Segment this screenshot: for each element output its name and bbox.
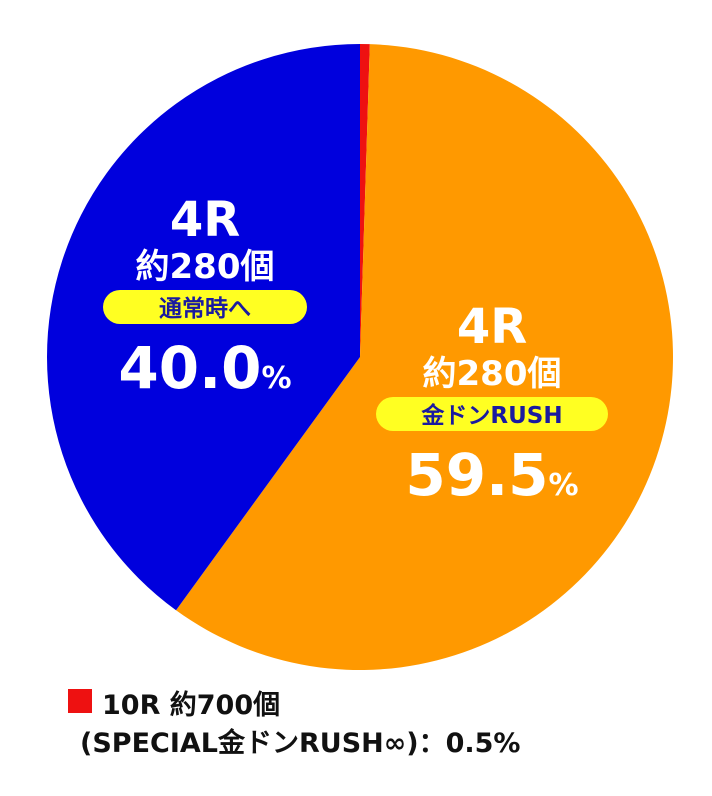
- slice-value-label: 59.5%: [405, 441, 578, 509]
- slice-badge-label: 通常時へ: [159, 296, 251, 322]
- slice-count: 約280個: [136, 247, 275, 287]
- slice-badge: [376, 397, 608, 431]
- slice-value-label: 40.0%: [118, 334, 291, 402]
- legend-line: 10R 約700個: [102, 689, 280, 721]
- slice-badge: [103, 290, 307, 324]
- pie-slice: [360, 44, 370, 357]
- slice-round: 4R: [457, 299, 527, 355]
- pie-slice: [47, 44, 361, 611]
- slice-count: 約280個: [423, 354, 562, 394]
- slice-badge-label: 金ドンRUSH: [420, 402, 562, 429]
- legend-swatch: [68, 689, 92, 713]
- pie-slice: [176, 44, 674, 671]
- slice-round: 4R: [170, 192, 240, 248]
- legend-line: (SPECIAL金ドンRUSH∞)：0.5%: [80, 727, 520, 759]
